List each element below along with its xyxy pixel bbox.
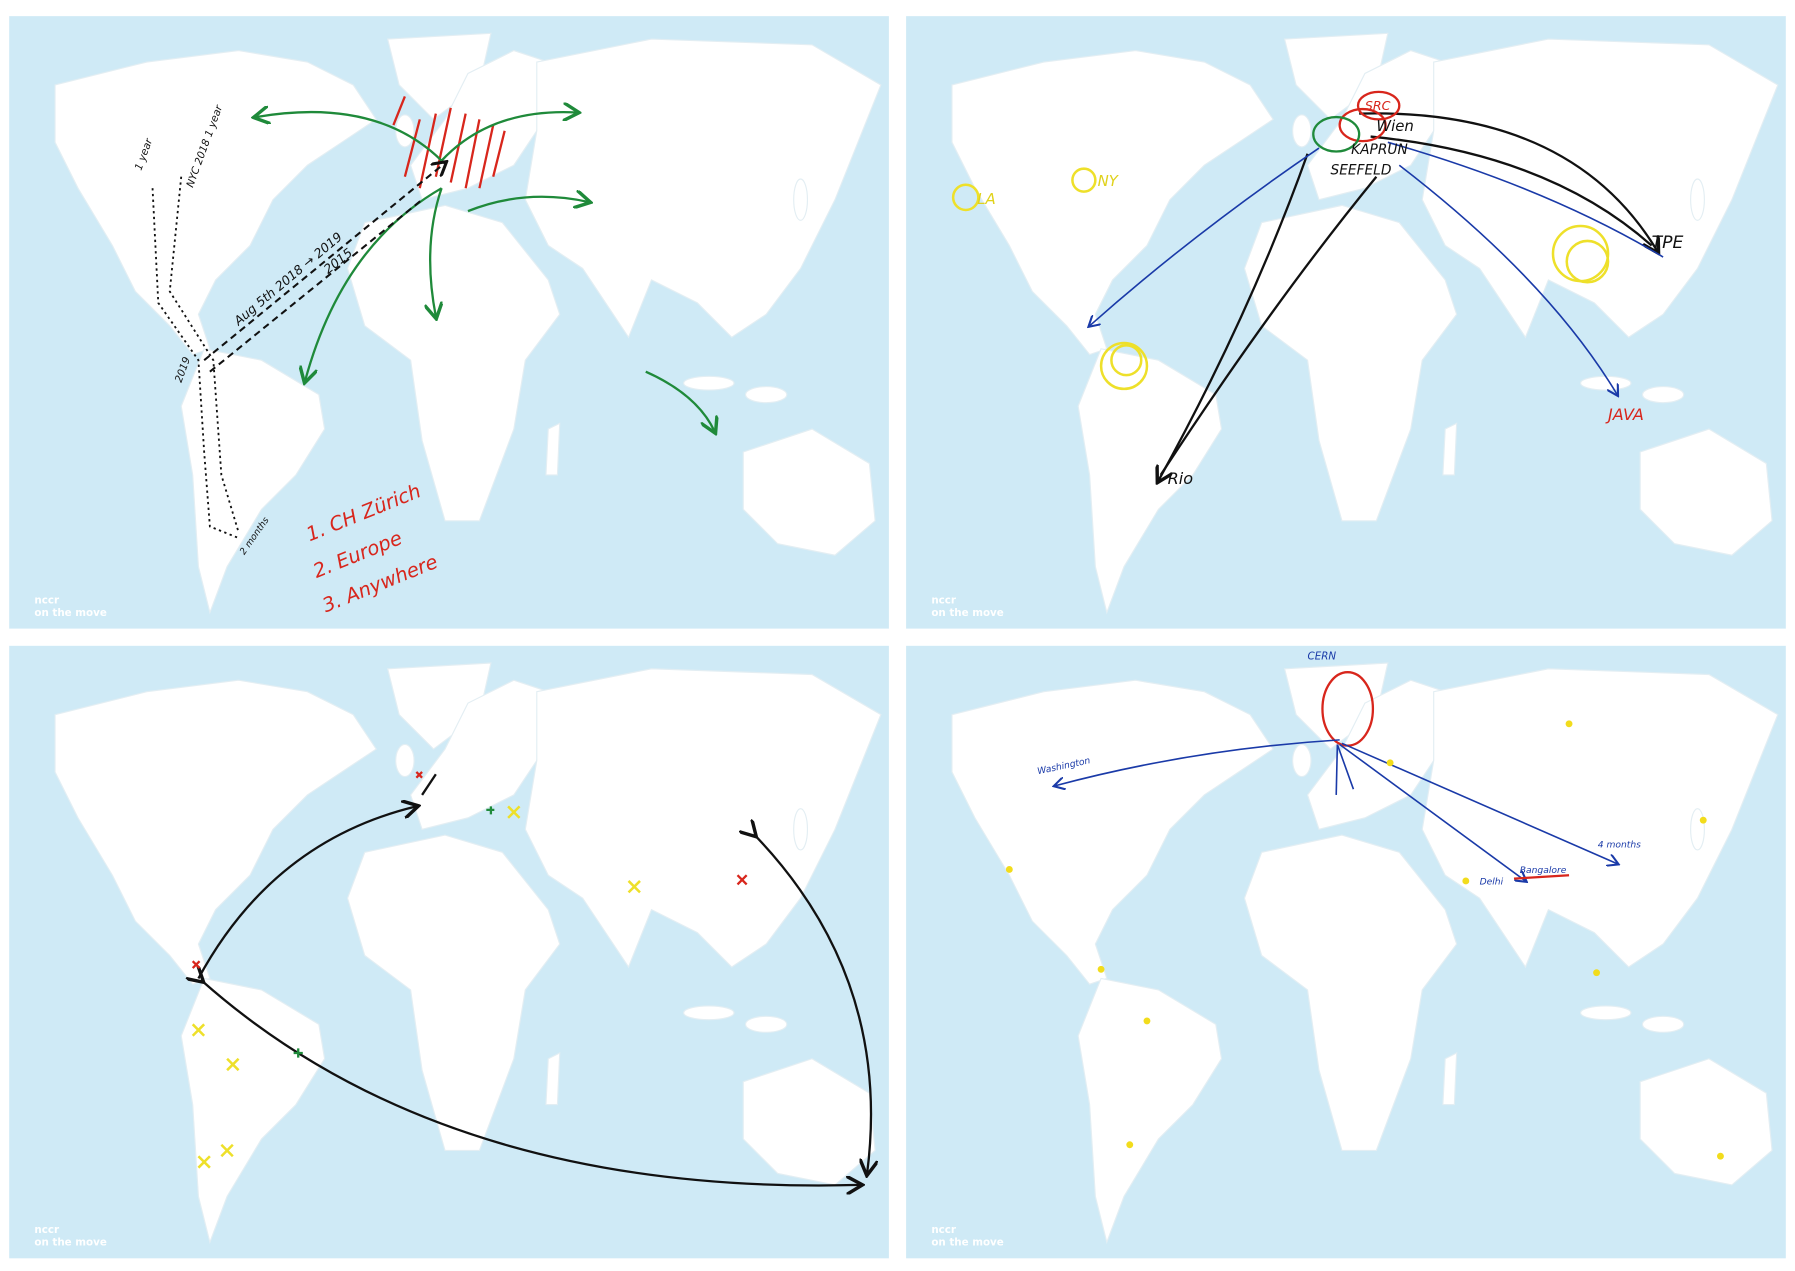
annotation: CERN xyxy=(1308,651,1337,663)
dot xyxy=(1143,1017,1151,1025)
hatching xyxy=(392,96,506,189)
route xyxy=(1159,175,1378,476)
arrow xyxy=(467,197,588,213)
circle xyxy=(1110,344,1143,377)
world-map xyxy=(905,645,1787,1259)
route xyxy=(1359,112,1657,251)
footer: on the move xyxy=(931,1237,1003,1249)
annotation: TPE xyxy=(1652,233,1684,253)
dot xyxy=(1386,759,1394,767)
annotation: Bangalore xyxy=(1520,865,1567,876)
cross xyxy=(293,806,495,1058)
dot xyxy=(1717,1152,1724,1160)
circle xyxy=(1099,341,1149,391)
underline xyxy=(1513,874,1570,880)
annotation: SEEFELD xyxy=(1330,162,1391,178)
route xyxy=(1370,135,1653,247)
circle xyxy=(1312,115,1361,153)
annotation: Rio xyxy=(1168,469,1194,488)
route xyxy=(1055,739,1340,786)
route xyxy=(203,163,445,362)
world-map xyxy=(8,645,890,1259)
dot xyxy=(1699,816,1707,824)
route xyxy=(1335,744,1355,795)
footer: on the move xyxy=(34,1237,106,1249)
route xyxy=(1158,153,1309,481)
arrow xyxy=(440,112,577,162)
arrow xyxy=(645,370,715,432)
footer: nccr xyxy=(34,1224,60,1236)
footer: on the move xyxy=(931,607,1003,619)
route xyxy=(197,806,416,979)
footer: nccr xyxy=(34,594,60,606)
cross xyxy=(191,805,641,1169)
footer: nccr xyxy=(931,594,957,606)
dot xyxy=(1565,720,1573,728)
route xyxy=(1339,743,1526,880)
panel: nccr on the move xyxy=(8,645,890,1259)
annotation: JAVA xyxy=(1605,405,1644,424)
annotation: NY xyxy=(1098,172,1120,190)
route xyxy=(1090,147,1320,326)
arrow xyxy=(430,187,441,316)
route xyxy=(202,981,860,1186)
dot xyxy=(1462,877,1470,885)
route xyxy=(421,773,437,796)
world-map xyxy=(8,15,890,630)
footer: on the move xyxy=(34,607,106,619)
annotation: Delhi xyxy=(1480,876,1504,887)
circle xyxy=(951,183,980,212)
circle xyxy=(1565,239,1610,284)
dot xyxy=(1593,969,1601,977)
dot xyxy=(1097,965,1105,973)
annotation: KAPRUN xyxy=(1351,142,1408,158)
panel: 1 year NYC 2018 1 year Aug 5th 2018 → 20… xyxy=(8,15,890,630)
footer: nccr xyxy=(931,1224,957,1236)
route xyxy=(168,176,240,533)
route xyxy=(1398,164,1617,394)
route xyxy=(151,188,239,539)
annotation: LA xyxy=(977,190,996,208)
cross xyxy=(191,771,748,969)
dot xyxy=(1005,866,1013,873)
circle xyxy=(1356,90,1401,121)
route xyxy=(755,835,871,1173)
annotation: Wien xyxy=(1376,117,1414,135)
dot xyxy=(1126,1141,1134,1149)
arrow xyxy=(256,112,443,162)
circle xyxy=(1338,107,1387,143)
annotation: SRC xyxy=(1365,98,1391,113)
route xyxy=(1387,141,1664,258)
circle xyxy=(1071,167,1097,193)
world-map xyxy=(905,15,1787,630)
panel: LA NY SRC Wien KAPRUN SEEFELD TPE JAVA R… xyxy=(905,15,1787,630)
panel: CERN Washington 4 months Delhi Bangalore… xyxy=(905,645,1787,1259)
annotation: 4 months xyxy=(1598,840,1641,851)
